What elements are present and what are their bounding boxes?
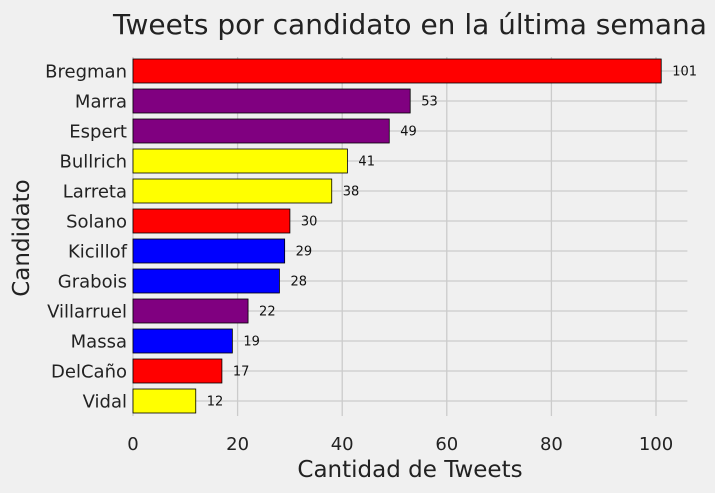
value-label: 41	[358, 155, 375, 170]
x-tick-label: 0	[127, 434, 138, 455]
bar	[132, 148, 348, 174]
y-tick-label: Kicillof	[68, 242, 128, 263]
bar	[132, 298, 249, 324]
bar	[132, 268, 280, 294]
y-tick-labels: Bregman Marra Espert Bullrich Larreta Solano K…	[45, 62, 127, 413]
value-label: 17	[233, 365, 250, 380]
value-label: 12	[207, 395, 224, 410]
bar	[132, 118, 390, 144]
value-labels: 101 53 49 41 38 30 29 28 22 19 17 12	[207, 65, 697, 410]
bar	[132, 358, 223, 384]
x-axis-label: Cantidad de Tweets	[297, 457, 522, 483]
y-axis-label: Candidato	[9, 179, 35, 297]
value-label: 38	[343, 185, 360, 200]
y-tick-label: Villarruel	[47, 302, 127, 323]
y-tick-label: Grabois	[58, 272, 127, 293]
bar	[132, 58, 662, 84]
value-label: 29	[296, 245, 313, 260]
y-tick-label: DelCaño	[51, 362, 127, 383]
value-label: 49	[400, 125, 417, 140]
bars	[132, 58, 662, 414]
x-tick-labels: 0 20 40 60 80 100	[127, 434, 673, 455]
value-label: 28	[290, 275, 307, 290]
y-tick-label: Vidal	[83, 392, 127, 413]
value-label: 22	[259, 305, 276, 320]
y-tick-label: Marra	[75, 92, 127, 113]
value-label: 101	[672, 65, 697, 80]
bar	[132, 88, 411, 114]
bar	[132, 238, 286, 264]
bar	[132, 328, 233, 354]
value-label: 53	[421, 95, 438, 110]
y-tick-label: Bullrich	[60, 152, 127, 173]
x-tick-label: 100	[639, 434, 673, 455]
y-tick-label: Massa	[71, 332, 127, 353]
y-tick-label: Solano	[66, 212, 127, 233]
value-label: 30	[301, 215, 318, 230]
x-tick-label: 20	[226, 434, 249, 455]
chart-title: Tweets por candidato en la última semana	[112, 8, 707, 41]
x-tick-label: 80	[540, 434, 563, 455]
bar	[132, 388, 197, 414]
y-tick-label: Larreta	[63, 182, 127, 203]
y-tick-label: Espert	[69, 122, 127, 143]
x-tick-label: 60	[435, 434, 458, 455]
bar	[132, 178, 333, 204]
x-tick-label: 40	[331, 434, 354, 455]
y-tick-label: Bregman	[45, 62, 127, 83]
bar	[132, 208, 291, 234]
value-label: 19	[243, 335, 260, 350]
